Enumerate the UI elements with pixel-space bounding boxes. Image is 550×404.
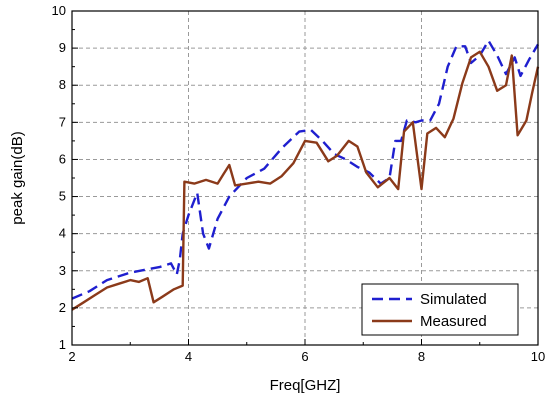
y-tick-label: 2 bbox=[59, 300, 66, 315]
legend-box bbox=[361, 283, 519, 336]
x-tick-label: 10 bbox=[531, 349, 545, 364]
y-tick-label: 1 bbox=[59, 337, 66, 352]
x-tick-label: 4 bbox=[185, 349, 192, 364]
x-tick-label: 8 bbox=[418, 349, 425, 364]
y-tick-label: 5 bbox=[59, 189, 66, 204]
legend-label-measured: Measured bbox=[420, 313, 487, 330]
series-line-measured bbox=[71, 50, 540, 311]
x-tick-label: 2 bbox=[68, 349, 75, 364]
y-tick-label: 7 bbox=[59, 114, 66, 129]
legend: Simulated Measured bbox=[361, 283, 519, 336]
y-tick-label: 9 bbox=[59, 40, 66, 55]
x-tick-label: 6 bbox=[301, 349, 308, 364]
y-tick-label: 10 bbox=[52, 3, 66, 18]
legend-label-simulated: Simulated bbox=[420, 291, 487, 308]
series-group bbox=[71, 39, 540, 311]
y-tick-label: 3 bbox=[59, 263, 66, 278]
grid bbox=[72, 11, 538, 345]
series-line-simulated bbox=[71, 39, 540, 300]
y-tick-label: 4 bbox=[59, 226, 66, 241]
y-tick-label: 6 bbox=[59, 151, 66, 166]
y-tick-label: 8 bbox=[59, 77, 66, 92]
x-axis-title: Freq[GHZ] bbox=[270, 377, 341, 394]
y-axis-title: peak gain(dB) bbox=[9, 131, 26, 224]
